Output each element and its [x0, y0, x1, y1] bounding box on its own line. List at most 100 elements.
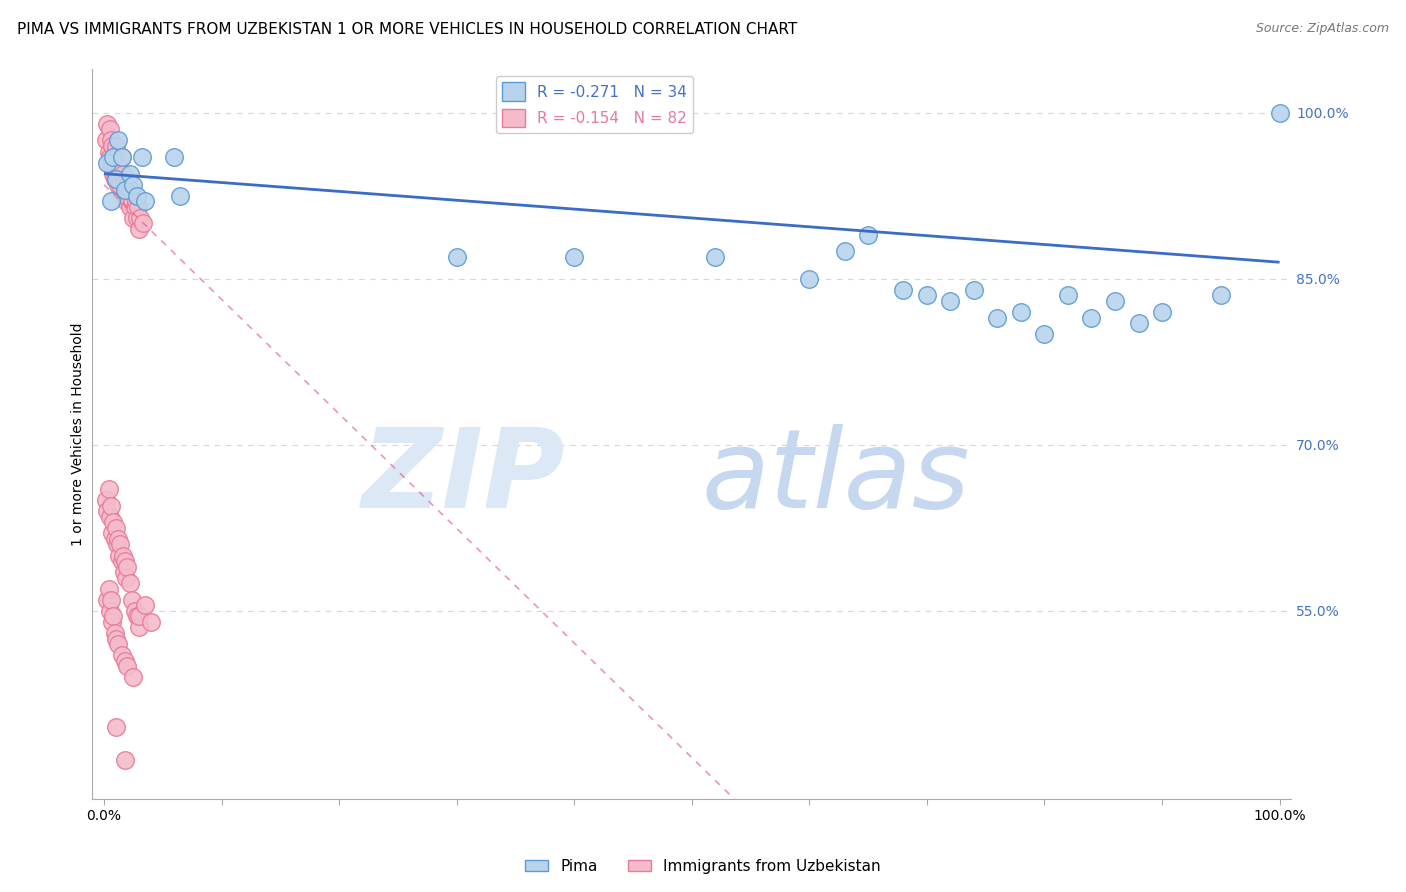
Point [110, 537, 132, 551]
Point [103, 150, 125, 164]
Point [101, 139, 124, 153]
Point [96, 493, 118, 508]
Point [103, 150, 125, 164]
Point [125, 194, 148, 209]
Point [118, 167, 141, 181]
Point [96, 155, 118, 169]
Point [108, 172, 131, 186]
Point [107, 133, 129, 147]
Point [105, 167, 128, 181]
Point [125, 211, 148, 225]
Point [139, 615, 162, 629]
Y-axis label: 1 or more Vehicles in Household: 1 or more Vehicles in Household [72, 322, 86, 546]
Point [1150, 305, 1173, 319]
Point [562, 250, 585, 264]
Point [120, 183, 142, 197]
Point [98, 122, 121, 136]
Point [122, 670, 145, 684]
Point [893, 283, 915, 297]
Point [963, 283, 986, 297]
Point [100, 194, 122, 209]
Point [112, 178, 135, 192]
Point [1268, 105, 1291, 120]
Point [704, 250, 727, 264]
Point [97, 582, 120, 596]
Point [134, 599, 156, 613]
Point [115, 194, 138, 209]
Point [114, 654, 136, 668]
Point [105, 150, 128, 164]
Point [118, 200, 141, 214]
Point [163, 150, 186, 164]
Point [100, 592, 122, 607]
Point [100, 155, 122, 169]
Point [799, 272, 821, 286]
Point [103, 516, 125, 530]
Point [114, 189, 136, 203]
Point [108, 161, 131, 175]
Text: ZIP: ZIP [363, 424, 565, 531]
Point [101, 161, 124, 175]
Point [125, 189, 148, 203]
Legend: Pima, Immigrants from Uzbekistan: Pima, Immigrants from Uzbekistan [519, 853, 887, 880]
Point [128, 620, 150, 634]
Point [101, 526, 124, 541]
Point [114, 753, 136, 767]
Point [132, 217, 155, 231]
Point [103, 626, 125, 640]
Point [121, 592, 143, 607]
Point [122, 211, 145, 225]
Point [1080, 310, 1102, 325]
Legend: R = -0.271   N = 34, R = -0.154   N = 82: R = -0.271 N = 34, R = -0.154 N = 82 [495, 76, 693, 133]
Point [110, 554, 132, 568]
Point [107, 532, 129, 546]
Point [98, 604, 121, 618]
Text: atlas: atlas [702, 424, 970, 531]
Point [111, 167, 134, 181]
Point [97, 482, 120, 496]
Point [128, 609, 150, 624]
Point [97, 145, 120, 159]
Point [104, 521, 127, 535]
Point [103, 172, 125, 186]
Point [122, 178, 145, 192]
Point [110, 178, 132, 192]
Point [107, 178, 129, 192]
Point [103, 532, 125, 546]
Point [96, 592, 118, 607]
Point [111, 549, 134, 563]
Point [105, 537, 128, 551]
Point [110, 648, 132, 662]
Point [131, 150, 153, 164]
Point [108, 549, 131, 563]
Point [100, 499, 122, 513]
Point [112, 565, 135, 579]
Point [100, 133, 122, 147]
Point [104, 720, 127, 734]
Point [101, 615, 124, 629]
Point [1104, 293, 1126, 308]
Point [114, 183, 136, 197]
Point [915, 288, 938, 302]
Point [115, 571, 138, 585]
Text: PIMA VS IMMIGRANTS FROM UZBEKISTAN 1 OR MORE VEHICLES IN HOUSEHOLD CORRELATION C: PIMA VS IMMIGRANTS FROM UZBEKISTAN 1 OR … [17, 22, 797, 37]
Point [1209, 288, 1232, 302]
Point [128, 222, 150, 236]
Point [986, 310, 1008, 325]
Point [134, 194, 156, 209]
Point [98, 509, 121, 524]
Point [121, 194, 143, 209]
Point [117, 178, 139, 192]
Point [103, 167, 125, 181]
Point [125, 609, 148, 624]
Point [96, 117, 118, 131]
Point [124, 200, 146, 214]
Point [127, 200, 149, 214]
Point [446, 250, 468, 264]
Point [129, 211, 152, 225]
Point [169, 189, 191, 203]
Point [117, 559, 139, 574]
Point [1057, 288, 1080, 302]
Point [114, 554, 136, 568]
Point [107, 637, 129, 651]
